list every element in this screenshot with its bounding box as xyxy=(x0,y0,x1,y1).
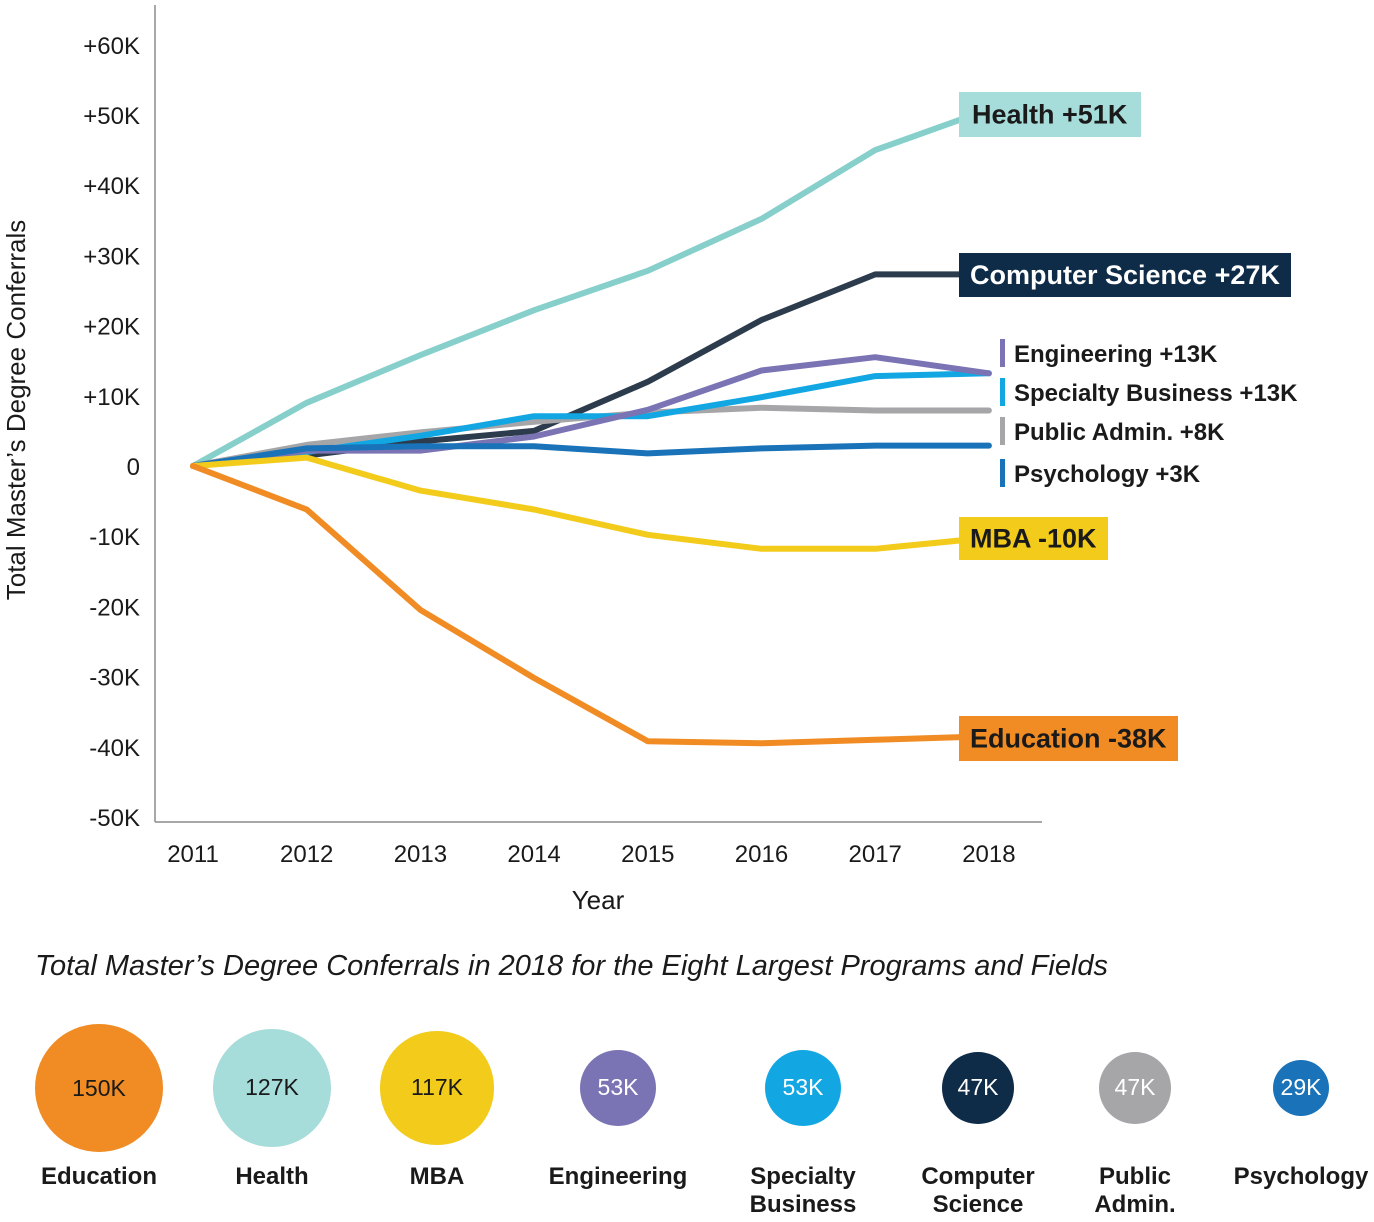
series-labels: Health +51K Computer Science +27K Public A… xyxy=(959,92,1298,761)
x-tick-label: 2016 xyxy=(735,841,788,868)
series-lines xyxy=(190,106,992,747)
y-tick-label: +40K xyxy=(83,173,140,200)
series-line-computer_science xyxy=(190,271,992,469)
bubble-name: Health xyxy=(235,1163,309,1190)
series-line-education xyxy=(190,463,992,747)
bubble-name: Engineering xyxy=(548,1163,688,1190)
bubble-name: Education xyxy=(40,1163,157,1190)
x-tick-label: 2018 xyxy=(962,841,1015,868)
series-label-mba: MBA -10K xyxy=(959,517,1108,560)
series-label-text: MBA -10K xyxy=(970,524,1097,554)
series-label-psychology: Psychology +3K xyxy=(1000,459,1201,488)
bubble-value: 53K xyxy=(597,1074,639,1101)
y-tick-label: 0 xyxy=(127,454,140,481)
line-chart: +60K +50K +40K +30K +20K +10K 0 -10K -20K -30K -40… xyxy=(1,5,1298,915)
series-label-box xyxy=(959,92,1141,137)
x-tick-label: 2012 xyxy=(280,841,333,868)
x-tick-label: 2013 xyxy=(394,841,447,868)
series-label-public_admin: Public Admin. +8K xyxy=(1000,417,1225,446)
bubble: 117K xyxy=(380,1031,494,1145)
series-label-specialty_business: Specialty Business +13K xyxy=(1000,378,1298,407)
bubble-value: 47K xyxy=(1114,1074,1156,1101)
series-label-education: Education -38K xyxy=(959,716,1178,761)
bubble: 53K xyxy=(579,1049,657,1127)
y-tick-label: -10K xyxy=(89,524,140,551)
bubble-value: 29K xyxy=(1280,1074,1322,1101)
bubble: 47K xyxy=(1099,1052,1171,1124)
series-color-marker xyxy=(1000,339,1005,367)
bubble: 29K xyxy=(1272,1059,1330,1117)
series-label-text: Health +51K xyxy=(972,100,1128,130)
bubble: 47K xyxy=(942,1052,1014,1124)
y-tick-label: +60K xyxy=(83,33,140,60)
y-tick-label: -20K xyxy=(89,594,140,621)
bubble-name: Computer Science xyxy=(921,1163,1035,1218)
series-label-text: Specialty Business +13K xyxy=(1014,380,1298,407)
series-label-text: Public Admin. +8K xyxy=(1014,419,1225,446)
y-tick-label: -40K xyxy=(89,735,140,762)
series-label-text: Computer Science +27K xyxy=(970,260,1280,290)
x-tick-label: 2017 xyxy=(849,841,902,868)
y-tick-label: -30K xyxy=(89,665,140,692)
series-line-health xyxy=(190,106,992,469)
bubble: 150K xyxy=(35,1024,163,1152)
bubble-name: Public Admin. xyxy=(1094,1163,1176,1218)
bubble-value: 150K xyxy=(72,1074,126,1101)
series-color-marker xyxy=(1000,459,1005,487)
y-tick-label: +20K xyxy=(83,314,140,341)
x-axis-ticks: 2011 2012 2013 2014 2015 2016 2017 2018 xyxy=(167,841,1015,868)
series-line-psychology xyxy=(190,442,992,469)
series-label-box xyxy=(959,517,1108,560)
y-tick-label: -50K xyxy=(89,805,140,832)
series-label-engineering: Engineering +13K xyxy=(1000,339,1218,368)
x-axis-label: Year xyxy=(572,885,625,915)
series-label-text: Education -38K xyxy=(970,724,1167,754)
bubble-chart: 150K Education 127K Health 117K MBA 53K Enginee… xyxy=(0,1000,1374,1222)
bubble-value: 47K xyxy=(957,1074,999,1101)
series-label-computer_science: Computer Science +27K xyxy=(959,253,1291,297)
bubble-value: 127K xyxy=(245,1074,299,1101)
series-color-marker xyxy=(1000,378,1005,406)
y-tick-label: +30K xyxy=(83,243,140,270)
series-label-box xyxy=(959,716,1178,761)
y-tick-label: +50K xyxy=(83,103,140,130)
y-tick-label: +10K xyxy=(83,384,140,411)
x-tick-label: 2011 xyxy=(167,841,219,868)
bubble-name: Psychology xyxy=(1233,1163,1369,1190)
series-label-health: Health +51K xyxy=(959,92,1141,137)
x-tick-label: 2014 xyxy=(507,841,560,868)
bubble-value: 117K xyxy=(410,1074,463,1101)
series-line-mba xyxy=(190,454,992,552)
bubble-name: MBA xyxy=(409,1163,465,1190)
y-axis-ticks: +60K +50K +40K +30K +20K +10K 0 -10K -20K -30K -40… xyxy=(83,33,140,832)
series-label-text: Engineering +13K xyxy=(1014,341,1218,368)
series-label-box xyxy=(959,253,1291,297)
bubble: 127K xyxy=(213,1029,331,1147)
series-label-text: Psychology +3K xyxy=(1014,461,1201,488)
bubble-value: 53K xyxy=(782,1074,824,1101)
bubble: 53K xyxy=(764,1049,842,1127)
x-tick-label: 2015 xyxy=(621,841,674,868)
bubble-chart-title: Total Master’s Degree Conferrals in 2018… xyxy=(35,950,1109,982)
y-axis-label: Total Master’s Degree Conferrals xyxy=(1,220,31,601)
series-color-marker xyxy=(1000,417,1005,445)
bubble-name: Specialty Business xyxy=(749,1163,857,1218)
